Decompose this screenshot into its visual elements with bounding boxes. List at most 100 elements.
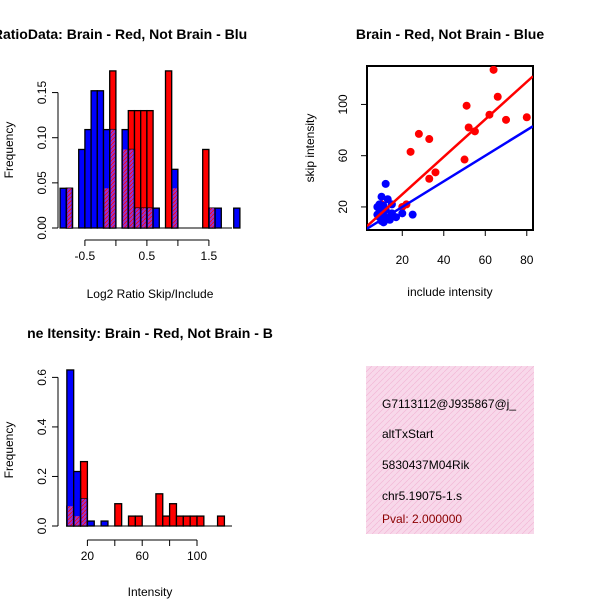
intensity-notbrain-bar-0 [66,369,75,527]
intensity-brain-bar-4 [127,515,137,527]
intensity-brain-bar-11 [189,515,198,527]
ratio-overlap-bar-0 [67,188,72,228]
ratio-overlap-bar-5 [135,208,140,228]
ratio-histogram-title: RatioData: Brain - Red, Not Brain - Blu [0,26,247,42]
ratio-y-tick-label-1: 0.05 [35,171,49,195]
ratio-notbrain-bar-3 [84,128,92,229]
intensity-brain-bar-3 [114,503,123,527]
intensity-histogram-bars [66,369,226,527]
intensity-histogram-x-axis: 20 60 100 [81,539,207,563]
scatter-y-tick-label-0: 20 [336,200,350,214]
scatter-x-axis: 20 40 60 80 [396,230,534,267]
ratio-overlap-bar-7 [147,208,153,228]
ratio-x-tick-label-2: 1.5 [201,249,218,263]
ratio-y-tick-label-3: 0.15 [35,81,49,105]
ratio-overlap-bar-8 [172,188,177,228]
scatter-brain-point-8 [414,129,423,138]
intensity-x-tick-label-1: 60 [136,549,150,563]
info-line-location: chr5.19075-1.s [382,489,462,503]
scatter-title: Brain - Red, Not Brain - Blue [356,26,544,42]
intensity-notbrain-bar-4 [100,520,109,527]
intensity-y-tick-label-2: 0.4 [35,418,49,435]
intensity-y-tick-label-1: 0.2 [35,468,49,485]
scatter-marks [367,66,533,230]
info-pval: Pval: 2.000000 [382,512,462,526]
scatter-brain-point-11 [460,155,469,164]
ratio-histogram-bars [59,70,241,229]
scatter-notbrain-point-14 [398,209,407,218]
intensity-histogram-ylabel: Frequency [2,422,16,479]
intensity-brain-bar-12 [196,515,205,527]
scatter-notbrain-point-21 [373,202,382,211]
scatter-plot-area [367,66,533,230]
ratio-histogram-y-axis: 0.00 0.05 0.10 0.15 [35,81,59,240]
scatter-brain-point-13 [425,174,434,183]
ratio-overlap-bar-2 [110,129,115,228]
intensity-brain-bar-5 [134,515,143,527]
scatter-notbrain-point-19 [392,213,401,222]
scatter-y-axis: 20 60 100 [336,94,367,214]
ratio-histogram-xlabel: Log2 Ratio Skip/Include [87,287,214,301]
ratio-overlap-bar-6 [141,208,146,228]
scatter-xlabel: include intensity [407,285,492,299]
scatter-brain-point-4 [464,123,473,132]
scatter-x-tick-label-2: 60 [479,253,493,267]
intensity-brain-bar-13 [216,515,226,527]
scatter-x-tick-label-0: 20 [396,253,410,267]
scatter-notbrain-point-17 [385,215,394,224]
ratio-notbrain-bar-17 [233,207,241,229]
info-box-panel: G7113112@J935867@j_ altTxStart 5830437M0… [366,366,534,534]
ratio-x-tick-label-0: -0.5 [75,249,96,263]
ratio-histogram-panel: RatioData: Brain - Red, Not Brain - Blu … [0,26,247,301]
scatter-brain-point-12 [431,168,440,177]
intensity-histogram-xlabel: Intensity [128,585,173,599]
scatter-notbrain-point-13 [408,210,417,219]
ratio-histogram-x-axis: -0.5 0.5 1.5 [75,239,218,263]
ratio-notbrain-bar-0 [59,187,67,229]
intensity-brain-bar-10 [182,515,191,527]
scatter-plot-frame [366,65,534,231]
intensity-brain-bar-9 [175,515,184,527]
intensity-histogram-title: ne Itensity: Brain - Red, Not Brain - B [27,325,273,341]
scatter-brain-fit-line [367,75,533,228]
scatter-brain-point-7 [502,115,511,124]
intensity-brain-bar-8 [168,503,178,527]
scatter-ylabel: skip intensity [303,114,317,183]
scatter-notbrain-point-1 [377,192,386,201]
intensity-overlap-bar-0 [67,506,73,526]
intensity-y-tick-label-3: 0.6 [35,369,49,386]
scatter-y-tick-label-2: 100 [336,94,350,114]
ratio-overlap-bar-1 [104,188,109,228]
scatter-notbrain-fit-line [367,125,533,230]
scatter-x-tick-label-1: 40 [437,253,451,267]
info-box-background [366,366,534,534]
intensity-x-tick-label-2: 100 [187,549,207,563]
scatter-brain-point-1 [493,92,502,101]
scatter-y-tick-label-1: 60 [336,149,350,163]
ratio-overlap-bar-3 [123,149,128,228]
ratio-overlap-bar-9 [209,208,215,228]
intensity-scatter-panel: Brain - Red, Not Brain - Blue 20 40 60 80 2… [303,26,544,299]
ratio-x-tick-label-1: 0.5 [139,249,156,263]
ratio-brain-bar-8 [164,70,173,229]
scatter-brain-point-9 [425,135,434,144]
info-line-event-type: altTxStart [382,427,434,441]
ratio-notbrain-bar-5 [96,90,105,229]
scatter-notbrain-point-0 [381,179,390,188]
ratio-overlap-bar-4 [129,149,134,228]
ratio-notbrain-bar-4 [90,90,98,229]
intensity-overlap-bar-1 [74,516,80,526]
intensity-histogram-panel: ne Itensity: Brain - Red, Not Brain - B … [2,325,273,599]
ratio-notbrain-bar-16 [214,207,222,229]
scatter-brain-point-0 [489,66,498,74]
ratio-notbrain-bar-2 [78,148,86,229]
ratio-notbrain-bar-13 [152,207,160,229]
ratio-brain-bar-10 [202,148,210,229]
intensity-x-tick-label-0: 20 [81,549,95,563]
info-line-gene-name: 5830437M04Rik [382,458,470,472]
ratio-histogram-ylabel: Frequency [2,122,16,179]
scatter-x-tick-label-3: 80 [520,253,534,267]
ratio-y-tick-label-0: 0.00 [35,216,49,240]
ratio-y-tick-label-2: 0.10 [35,126,49,150]
